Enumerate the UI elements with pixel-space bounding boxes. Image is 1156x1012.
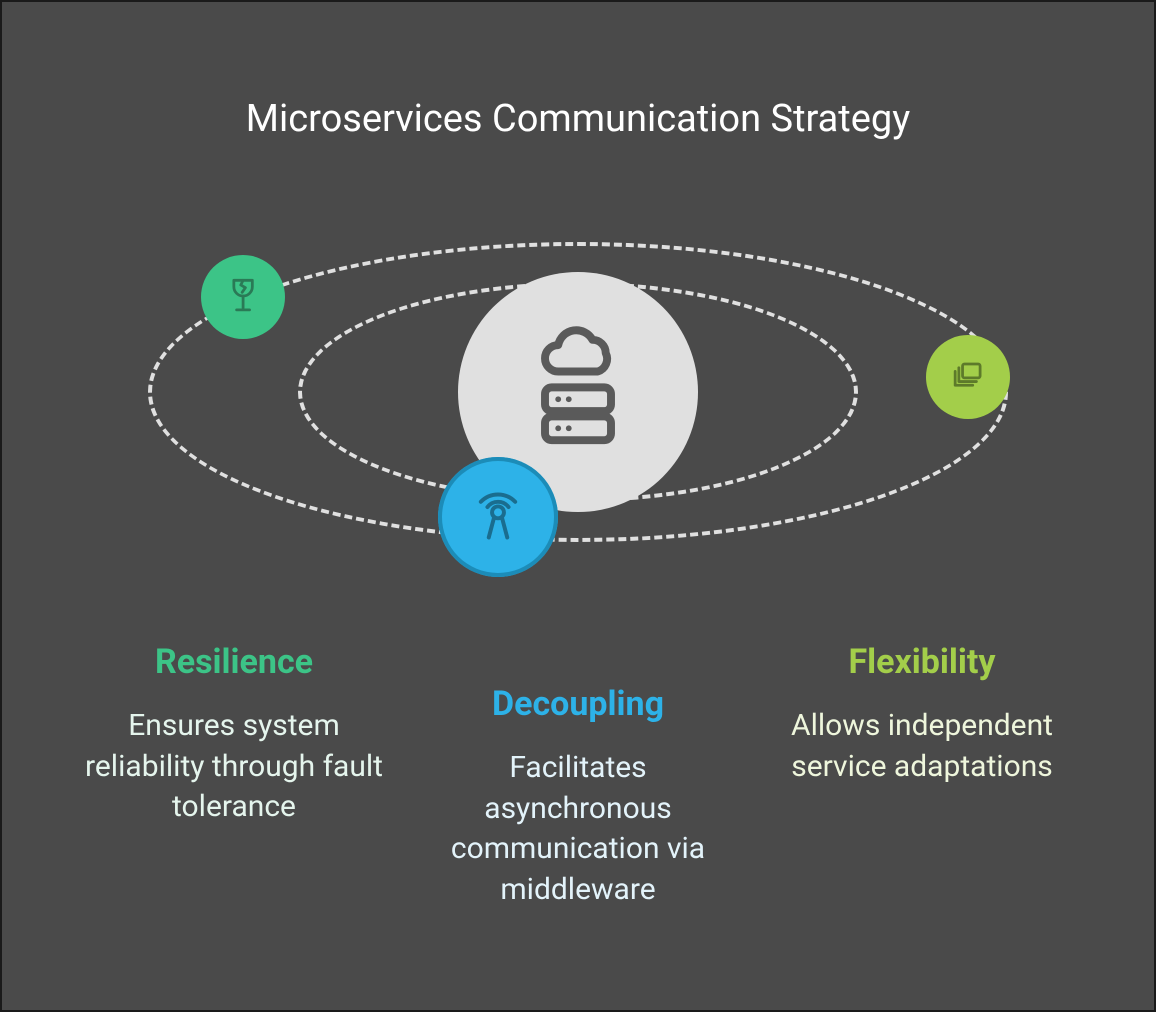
column-decoupling: Decoupling Facilitates asynchronous comm… — [418, 684, 738, 910]
column-title: Flexibility — [762, 642, 1082, 682]
decoupling-node — [438, 457, 558, 577]
broadcast-icon — [465, 482, 531, 552]
layers-icon — [945, 352, 991, 402]
column-body: Allows independent service adaptations — [762, 706, 1082, 787]
column-body: Ensures system reliability through fault… — [74, 706, 394, 828]
resilience-node — [201, 255, 285, 339]
column-resilience: Resilience Ensures system reliability th… — [74, 642, 394, 910]
column-title: Resilience — [74, 642, 394, 682]
column-flexibility: Flexibility Allows independent service a… — [762, 642, 1082, 910]
cloud-server-icon — [512, 324, 644, 460]
column-title: Decoupling — [418, 684, 738, 724]
main-title: Microservices Communication Strategy — [2, 97, 1154, 141]
flexibility-node — [926, 335, 1010, 419]
columns-row: Resilience Ensures system reliability th… — [2, 642, 1154, 910]
column-body: Facilitates asynchronous communication v… — [418, 748, 738, 910]
infographic-frame: Microservices Communication Strategy — [0, 0, 1156, 1012]
orbit-diagram — [128, 222, 1028, 602]
wineglass-crack-icon — [220, 272, 266, 322]
